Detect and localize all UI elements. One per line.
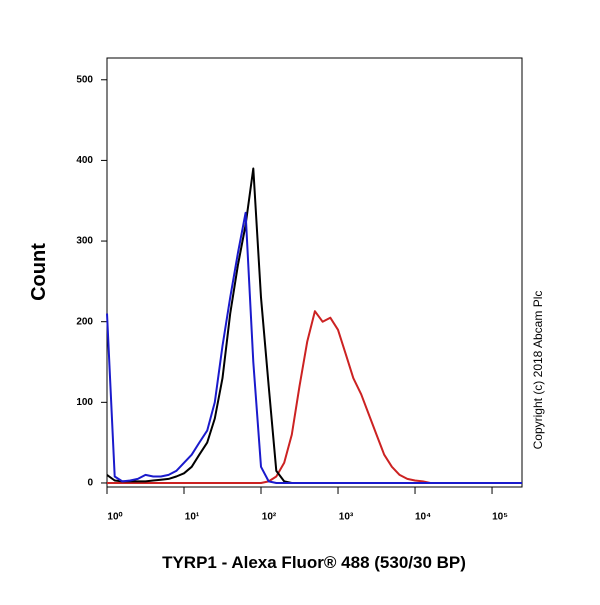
- y-axis-label: Count: [28, 243, 50, 301]
- x-axis-label: TYRP1 - Alexa Fluor® 488 (530/30 BP): [162, 553, 466, 572]
- plot-frame: [106, 57, 523, 488]
- histogram-line: [106, 211, 522, 484]
- y-tick-label: 400: [76, 155, 93, 166]
- y-tick-label: 500: [76, 74, 93, 85]
- lines: [106, 167, 522, 484]
- copyright: Copyright (c) 2018 Abcam Plc: [531, 291, 545, 450]
- x-tick-label: 10³: [339, 512, 354, 523]
- y-tick-label: 100: [76, 397, 93, 408]
- x-tick-label: 10⁰: [107, 512, 122, 523]
- x-tick-label: 10⁵: [492, 512, 508, 523]
- y-tick-label: 200: [76, 316, 93, 327]
- histogram-line: [106, 167, 522, 484]
- x-tick-label: 10²: [262, 512, 277, 523]
- y-tick-label: 0: [87, 478, 93, 489]
- histogram-line: [107, 310, 522, 484]
- y-tick-label: 300: [76, 236, 93, 247]
- x-tick-label: 10⁴: [415, 512, 431, 523]
- ticks: 0 100 200 300 400 500 10⁰ 10¹ 10² 10³ 10⁴ 10⁵: [76, 74, 508, 522]
- x-tick-label: 10¹: [185, 512, 200, 523]
